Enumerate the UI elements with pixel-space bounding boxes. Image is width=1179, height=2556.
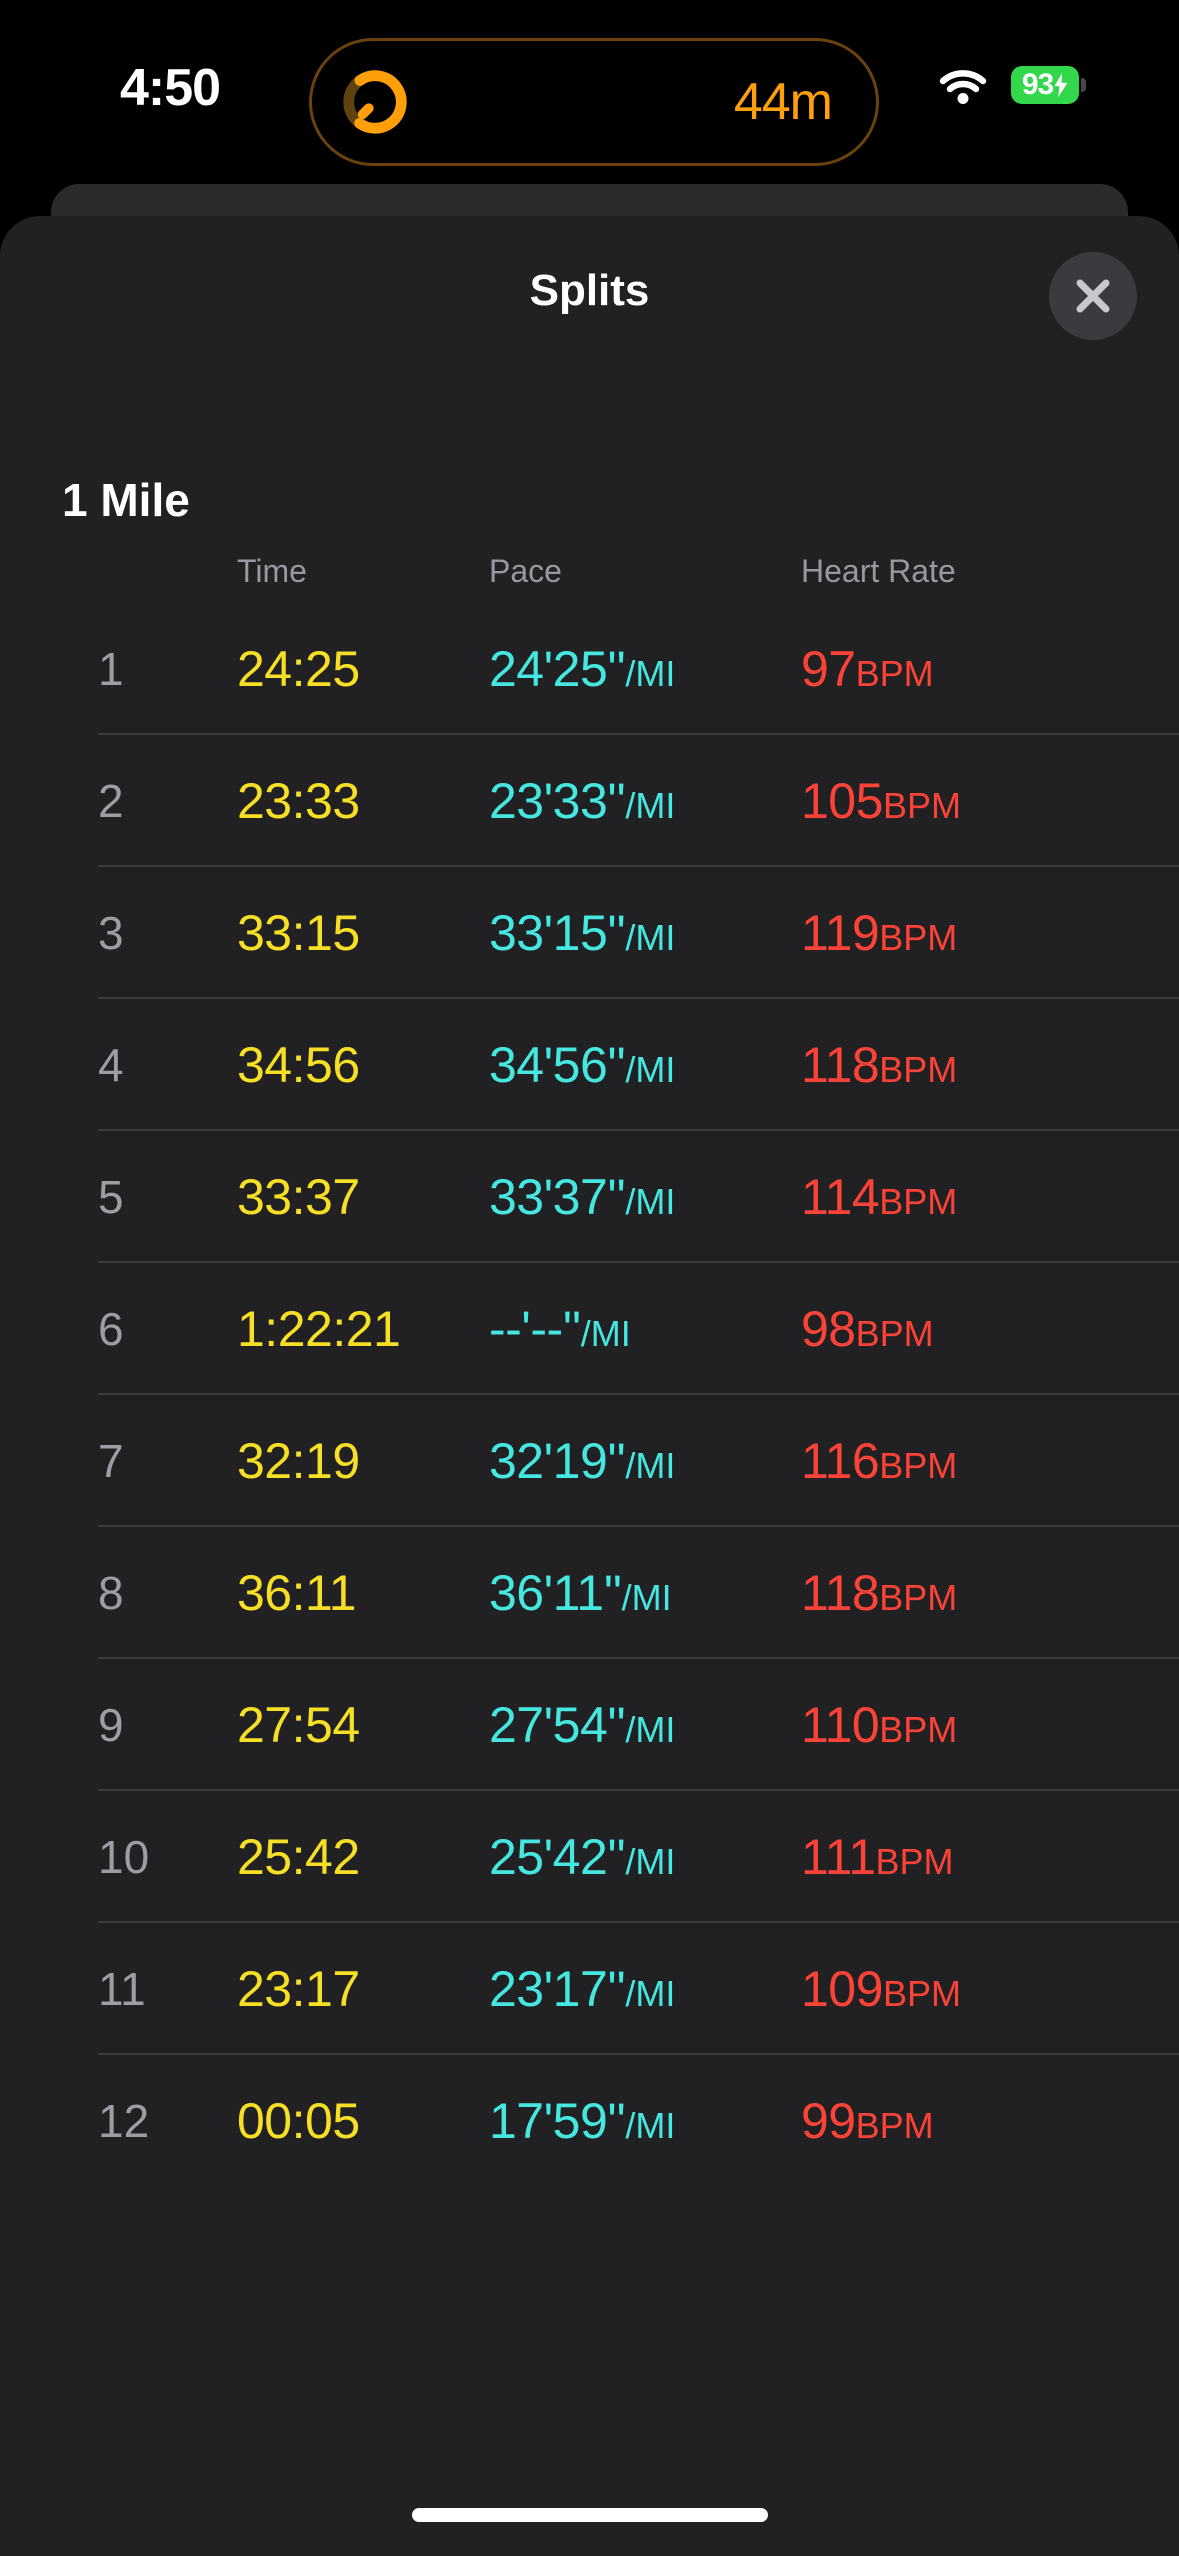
- split-time: 36:11: [237, 1565, 356, 1621]
- split-pace: 25'42''/MI: [489, 1829, 676, 1885]
- split-time: 27:54: [237, 1697, 360, 1753]
- split-index: 1: [98, 643, 124, 695]
- status-time: 4:50: [119, 59, 221, 117]
- split-row: 8 36:11 36'11''/MI 118BPM: [0, 1527, 1179, 1659]
- split-heart-rate: 99BPM: [801, 2093, 934, 2149]
- split-pace: 33'37''/MI: [489, 1169, 676, 1225]
- split-pace: 23'33''/MI: [489, 773, 676, 829]
- split-pace: 34'56''/MI: [489, 1037, 676, 1093]
- split-index: 10: [98, 1831, 150, 1883]
- split-row: 12 00:05 17'59''/MI 99BPM: [0, 2055, 1179, 2187]
- split-heart-rate: 111BPM: [801, 1829, 954, 1885]
- dynamic-island-live-activity[interactable]: 44m: [309, 38, 879, 166]
- splits-scroll-area[interactable]: 1 24:25 24'25''/MI 97BPM 2 23:33 23'33''…: [0, 603, 1179, 2187]
- split-time: 33:15: [237, 905, 360, 961]
- split-row: 5 33:37 33'37''/MI 114BPM: [0, 1131, 1179, 1263]
- workout-duration: 44m: [733, 73, 833, 131]
- split-heart-rate: 118BPM: [801, 1037, 958, 1093]
- split-row: 11 23:17 23'17''/MI 109BPM: [0, 1923, 1179, 2055]
- split-row: 2 23:33 23'33''/MI 105BPM: [0, 735, 1179, 867]
- battery-icon: 93: [1011, 66, 1086, 104]
- split-heart-rate: 98BPM: [801, 1301, 934, 1357]
- split-index: 5: [98, 1171, 124, 1223]
- split-heart-rate: 105BPM: [801, 773, 961, 829]
- split-index: 6: [98, 1303, 124, 1355]
- split-pace: 32'19''/MI: [489, 1433, 676, 1489]
- split-pace: 23'17''/MI: [489, 1961, 676, 2017]
- section-title: 1 Mile: [62, 474, 190, 526]
- split-time: 23:17: [237, 1961, 360, 2017]
- column-header-time: Time: [237, 553, 307, 589]
- split-index: 12: [98, 2095, 150, 2147]
- split-index: 7: [98, 1435, 124, 1487]
- split-row: 3 33:15 33'15''/MI 119BPM: [0, 867, 1179, 999]
- split-row: 10 25:42 25'42''/MI 111BPM: [0, 1791, 1179, 1923]
- column-header-pace: Pace: [489, 553, 562, 589]
- split-pace: 33'15''/MI: [489, 905, 676, 961]
- split-row: 9 27:54 27'54''/MI 110BPM: [0, 1659, 1179, 1791]
- split-row: 7 32:19 32'19''/MI 116BPM: [0, 1395, 1179, 1527]
- splits-sheet: Splits 1 Mile Time Pace Heart Rate 1 24:…: [0, 216, 1179, 2556]
- split-pace: 27'54''/MI: [489, 1697, 676, 1753]
- split-heart-rate: 114BPM: [801, 1169, 958, 1225]
- close-icon: [1076, 279, 1110, 313]
- battery-percent: 93: [1021, 68, 1054, 101]
- wifi-icon: [939, 70, 987, 104]
- split-pace: --'--''/MI: [489, 1301, 631, 1357]
- column-header-heart-rate: Heart Rate: [801, 553, 956, 589]
- split-heart-rate: 118BPM: [801, 1565, 958, 1621]
- split-time: 24:25: [237, 641, 360, 697]
- split-row: 4 34:56 34'56''/MI 118BPM: [0, 999, 1179, 1131]
- split-time: 33:37: [237, 1169, 360, 1225]
- split-time: 34:56: [237, 1037, 360, 1093]
- table-header: Time Pace Heart Rate: [0, 548, 1179, 594]
- split-time: 32:19: [237, 1433, 360, 1489]
- split-index: 3: [98, 907, 124, 959]
- split-heart-rate: 116BPM: [801, 1433, 958, 1489]
- split-pace: 17'59''/MI: [489, 2093, 676, 2149]
- home-indicator[interactable]: [412, 2508, 768, 2522]
- split-heart-rate: 119BPM: [801, 905, 958, 961]
- split-heart-rate: 109BPM: [801, 1961, 961, 2017]
- charging-bolt-icon: [1054, 73, 1068, 97]
- battery-tip: [1081, 78, 1086, 92]
- split-row: 6 1:22:21 --'--''/MI 98BPM: [0, 1263, 1179, 1395]
- split-index: 4: [98, 1039, 124, 1091]
- split-index: 2: [98, 775, 124, 827]
- split-index: 8: [98, 1567, 124, 1619]
- split-time: 25:42: [237, 1829, 360, 1885]
- split-time: 1:22:21: [237, 1301, 401, 1357]
- split-row: 1 24:25 24'25''/MI 97BPM: [0, 603, 1179, 735]
- close-button[interactable]: [1049, 252, 1137, 340]
- split-time: 00:05: [237, 2093, 360, 2149]
- split-pace: 36'11''/MI: [489, 1565, 672, 1621]
- page-title: Splits: [529, 266, 650, 315]
- split-time: 23:33: [237, 773, 360, 829]
- split-pace: 24'25''/MI: [489, 641, 676, 697]
- split-heart-rate: 110BPM: [801, 1697, 958, 1753]
- split-heart-rate: 97BPM: [801, 641, 934, 697]
- split-index: 9: [98, 1699, 124, 1751]
- workout-ring-icon: [343, 70, 407, 134]
- split-index: 11: [98, 1963, 146, 2015]
